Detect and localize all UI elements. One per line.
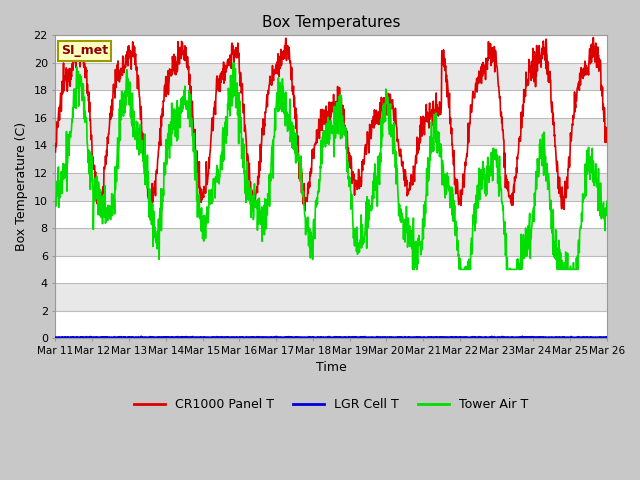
Bar [56, 173, 607, 201]
X-axis label: Time: Time [316, 361, 347, 374]
Bar [56, 118, 607, 145]
Bar [56, 90, 607, 118]
Text: SI_met: SI_met [61, 45, 108, 58]
Bar [56, 36, 607, 63]
Bar [56, 63, 607, 90]
Legend: CR1000 Panel T, LGR Cell T, Tower Air T: CR1000 Panel T, LGR Cell T, Tower Air T [129, 393, 533, 416]
Bar [56, 283, 607, 311]
Bar [56, 311, 607, 338]
Bar [56, 228, 607, 256]
Bar [56, 201, 607, 228]
Bar [56, 145, 607, 173]
Bar [56, 256, 607, 283]
Y-axis label: Box Temperature (C): Box Temperature (C) [15, 122, 28, 252]
Title: Box Temperatures: Box Temperatures [262, 15, 401, 30]
